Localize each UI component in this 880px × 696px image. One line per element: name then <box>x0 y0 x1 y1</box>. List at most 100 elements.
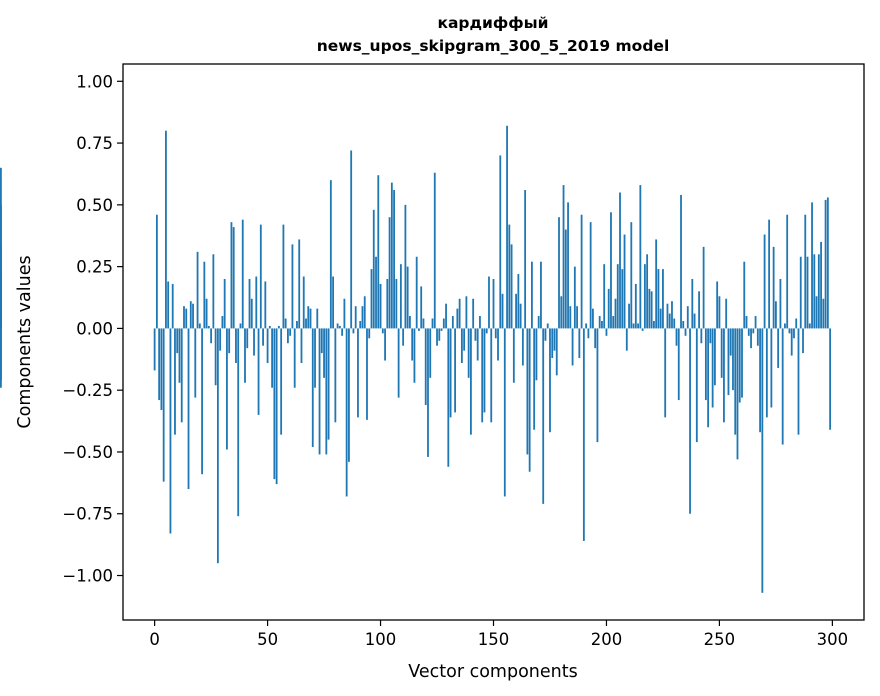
bar <box>431 318 434 329</box>
bar <box>232 227 235 329</box>
bar <box>445 303 447 329</box>
bar <box>779 278 782 329</box>
bar <box>549 328 551 433</box>
bar <box>381 328 384 334</box>
bar <box>230 222 233 329</box>
bar <box>176 328 179 354</box>
bar <box>214 328 217 386</box>
bar <box>639 185 642 329</box>
bar <box>345 328 348 497</box>
y-axis-label: Components values <box>15 255 35 428</box>
x-tick-label: 250 <box>704 630 736 649</box>
bar <box>592 308 594 329</box>
bar <box>759 328 761 433</box>
bar <box>646 254 649 329</box>
bar <box>693 313 696 329</box>
bar <box>289 328 292 336</box>
y-tick-label: −1.00 <box>62 567 113 586</box>
bar <box>576 306 578 329</box>
bar <box>284 318 287 329</box>
bar <box>280 328 283 435</box>
bar <box>677 328 680 401</box>
bar <box>691 278 694 329</box>
bar <box>607 288 610 329</box>
bar <box>169 328 172 534</box>
bar <box>793 328 795 339</box>
bar <box>250 298 253 329</box>
x-axis: 0 50 100 150 200 250 300 <box>149 620 848 649</box>
bar <box>314 328 316 388</box>
bar <box>664 328 667 418</box>
bar <box>305 318 307 329</box>
bar <box>729 328 732 356</box>
bar <box>603 264 606 329</box>
bar <box>605 328 608 336</box>
bar <box>343 298 346 329</box>
bar <box>567 202 569 329</box>
x-tick-label: 150 <box>478 630 510 649</box>
bar <box>797 328 800 435</box>
bar <box>185 308 188 329</box>
bar <box>422 318 425 329</box>
bar <box>752 328 755 334</box>
bar <box>680 194 682 329</box>
bar <box>768 219 771 329</box>
bar <box>456 308 459 329</box>
bar <box>826 197 829 329</box>
bar <box>338 325 341 329</box>
bar <box>704 328 707 401</box>
bar <box>424 328 427 406</box>
bar <box>418 328 420 331</box>
y-tick-label: 0.00 <box>76 319 113 338</box>
bar <box>293 328 296 388</box>
bar <box>587 328 590 339</box>
bar <box>384 328 386 361</box>
bar <box>668 313 671 329</box>
bar <box>813 254 816 329</box>
bar <box>601 321 603 329</box>
bar <box>246 328 249 349</box>
bar <box>311 328 314 448</box>
y-tick-label: 0.75 <box>76 134 113 153</box>
bar <box>268 325 271 329</box>
bar <box>226 328 228 450</box>
bar <box>754 316 757 329</box>
bar <box>727 328 730 396</box>
bar <box>440 328 443 331</box>
bar <box>546 323 549 329</box>
bar <box>366 328 368 420</box>
bar <box>490 328 493 423</box>
bar <box>479 316 481 329</box>
bar <box>180 328 183 423</box>
bar <box>817 254 820 329</box>
bar <box>621 269 624 329</box>
bar <box>659 308 662 329</box>
bar <box>153 328 156 371</box>
bar <box>634 283 637 329</box>
bar <box>675 328 678 346</box>
bar <box>406 266 409 329</box>
bar <box>799 256 802 329</box>
bar <box>743 261 746 329</box>
bar <box>302 276 305 329</box>
bar <box>0 328 2 388</box>
bar <box>235 328 237 364</box>
bar <box>264 281 267 329</box>
bar <box>291 244 294 329</box>
bar <box>271 328 274 388</box>
bar <box>589 222 592 329</box>
bar <box>510 244 513 329</box>
bar <box>404 204 407 329</box>
bar <box>174 328 176 435</box>
bar <box>804 214 807 329</box>
bar <box>196 251 199 329</box>
bar <box>711 328 714 408</box>
bar <box>515 293 517 329</box>
bar <box>519 303 522 329</box>
bar <box>433 172 436 329</box>
x-tick-label: 100 <box>365 630 397 649</box>
bar <box>318 328 321 455</box>
bar <box>745 316 748 329</box>
bar <box>198 323 201 329</box>
